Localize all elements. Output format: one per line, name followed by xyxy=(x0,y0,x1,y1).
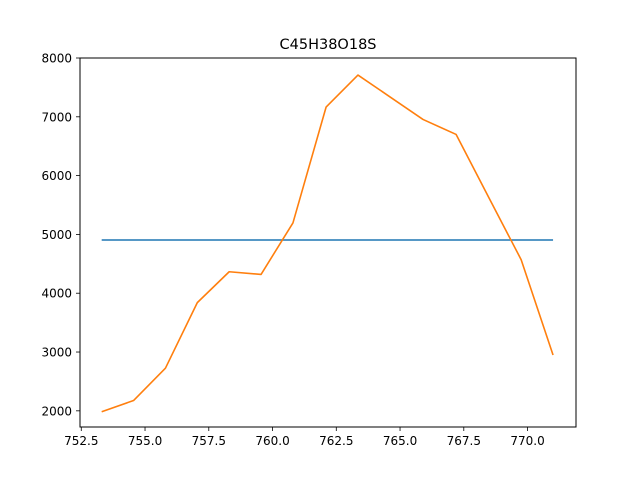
x-axis: 752.5 755.0 757.5 760.0 762.5 765.0 767.5 770.0 xyxy=(64,427,545,448)
chart-title: C45H38O18S xyxy=(280,37,377,53)
y-axis: 2000 3000 4000 5000 6000 7000 8000 xyxy=(41,52,80,418)
x-tick-label: 760.0 xyxy=(255,434,289,448)
y-tick-label: 3000 xyxy=(41,346,72,360)
y-tick-label: 2000 xyxy=(41,404,72,418)
y-tick-label: 6000 xyxy=(41,169,72,183)
y-tick-label: 4000 xyxy=(41,287,72,301)
x-tick-label: 757.5 xyxy=(192,434,226,448)
x-tick-label: 752.5 xyxy=(64,434,98,448)
y-tick-label: 7000 xyxy=(41,110,72,124)
x-tick-label: 755.0 xyxy=(128,434,162,448)
series-layer xyxy=(101,74,554,413)
x-tick-label: 767.5 xyxy=(447,434,481,448)
y-tick-label: 5000 xyxy=(41,228,72,242)
x-tick-label: 770.0 xyxy=(510,434,544,448)
axes-frame xyxy=(79,57,577,428)
x-tick-label: 765.0 xyxy=(383,434,417,448)
x-tick-label: 762.5 xyxy=(319,434,353,448)
y-tick-label: 8000 xyxy=(41,52,72,66)
series-line-1 xyxy=(101,74,554,413)
